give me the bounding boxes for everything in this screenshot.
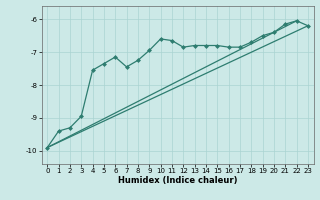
X-axis label: Humidex (Indice chaleur): Humidex (Indice chaleur)	[118, 176, 237, 185]
